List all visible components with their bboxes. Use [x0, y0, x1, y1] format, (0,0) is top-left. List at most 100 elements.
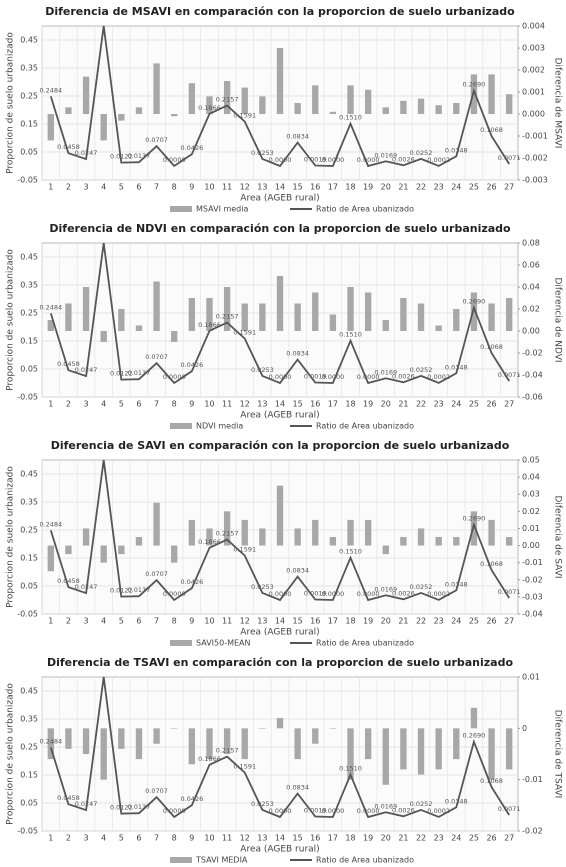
x-tick-label: 14: [275, 834, 285, 843]
x-axis-title: Area (AGEB rural): [240, 628, 319, 638]
data-label: 0.0000: [322, 156, 345, 164]
data-label: 0.0252: [410, 149, 433, 157]
bar: [400, 298, 407, 331]
x-tick-label: 11: [222, 183, 232, 192]
data-label: 0.2157: [216, 313, 239, 321]
data-label: 0.0026: [392, 589, 415, 597]
bar: [382, 320, 389, 331]
data-label: 0.2157: [216, 530, 239, 538]
data-label: 0.0834: [286, 350, 309, 358]
x-tick-label: 9: [189, 834, 194, 843]
bar: [488, 303, 495, 331]
legend-swatch: [170, 857, 192, 863]
data-label: 0.0247: [75, 149, 98, 157]
data-label: 0.0122: [110, 587, 133, 595]
data-label: 0.1068: [480, 560, 503, 568]
x-tick-label: 18: [345, 400, 355, 409]
bar: [65, 107, 72, 114]
data-label: 0.0253: [251, 149, 274, 157]
y2-tick-label: 0.01: [522, 524, 540, 533]
bar: [506, 537, 513, 546]
x-tick-label: 14: [275, 183, 285, 192]
bar: [135, 728, 143, 760]
bar: [171, 114, 178, 117]
legend-label: TSAVI MEDIA: [195, 856, 248, 865]
bar: [312, 292, 319, 331]
data-label: 0.2484: [39, 303, 62, 311]
x-tick-label: 7: [154, 400, 159, 409]
y2-tick-label: 0.00: [522, 327, 540, 336]
y2-tick-label: -0.02: [522, 349, 543, 358]
data-label: 0.1591: [233, 111, 256, 119]
data-label: 0.0247: [75, 800, 98, 808]
x-tick-label: 3: [84, 834, 89, 843]
x-tick-label: 6: [136, 834, 141, 843]
x-tick-label: 8: [172, 400, 177, 409]
x-tick-label: 15: [293, 617, 303, 626]
y2-tick-label: 0.06: [522, 261, 540, 270]
x-tick-label: 5: [119, 617, 124, 626]
data-label: 0.0458: [57, 143, 80, 151]
bar: [241, 728, 248, 760]
bar: [470, 707, 478, 729]
bar: [223, 81, 231, 114]
y2-tick-label: -0.001: [522, 132, 548, 141]
x-tick-label: 12: [240, 834, 250, 843]
data-label: 0.0002: [427, 373, 450, 381]
bar: [276, 485, 284, 546]
bar: [488, 74, 495, 114]
x-tick-label: 6: [136, 183, 141, 192]
bar: [364, 728, 372, 760]
bar: [135, 325, 143, 331]
legend-label: Ratio de Area ubanizado: [316, 422, 414, 431]
data-label: 0.0071: [498, 371, 521, 379]
x-tick-label: 27: [504, 617, 514, 626]
x-tick-label: 22: [416, 400, 426, 409]
x-tick-label: 26: [486, 400, 496, 409]
bar: [417, 303, 425, 331]
bar: [135, 107, 143, 114]
bar: [488, 519, 495, 546]
data-label: 0.0000: [269, 156, 292, 164]
data-label: 0.0426: [180, 144, 203, 152]
x-tick-label: 23: [434, 400, 444, 409]
x-tick-label: 7: [154, 834, 159, 843]
data-label: 0.0019: [304, 589, 327, 597]
bar: [118, 114, 125, 121]
x-tick-label: 26: [486, 617, 496, 626]
legend-label: Ratio de Area ubanizado: [316, 639, 414, 648]
x-tick-label: 19: [363, 834, 373, 843]
x-tick-label: 10: [204, 617, 214, 626]
legend-label: Ratio de Area ubanizado: [316, 856, 414, 865]
bar: [294, 103, 301, 114]
y-axis-title: Proporcion de suelo urbanizado: [6, 32, 16, 174]
data-label: 0.0000: [357, 373, 380, 381]
bar: [506, 298, 513, 331]
bar: [47, 728, 54, 760]
y-tick-label: 0.45: [20, 470, 38, 479]
x-tick-label: 19: [363, 183, 373, 192]
y-axis-title: Proporcion de suelo urbanizado: [6, 683, 16, 825]
bar: [329, 314, 337, 331]
bar: [118, 309, 125, 331]
bar: [118, 545, 125, 555]
bar: [470, 292, 478, 331]
x-tick-label: 21: [398, 183, 408, 192]
data-label: 0.1866: [198, 755, 221, 763]
x-tick-label: 24: [451, 183, 461, 192]
y-axis-title: Proporcion de suelo urbanizado: [6, 466, 16, 608]
y2-tick-label: 0.03: [522, 490, 540, 499]
bar: [312, 728, 319, 744]
x-tick-label: 12: [240, 617, 250, 626]
bar: [188, 519, 196, 546]
bar: [82, 287, 90, 331]
data-label: 0.0000: [357, 156, 380, 164]
data-label: 0.0137: [128, 369, 151, 377]
bar: [453, 537, 460, 546]
bar: [82, 528, 90, 546]
data-label: 0.1866: [198, 538, 221, 546]
y-tick-label: 0.15: [20, 120, 38, 129]
data-label: 0.0348: [445, 580, 468, 588]
x-tick-label: 23: [434, 183, 444, 192]
data-label: 0.0137: [128, 152, 151, 160]
